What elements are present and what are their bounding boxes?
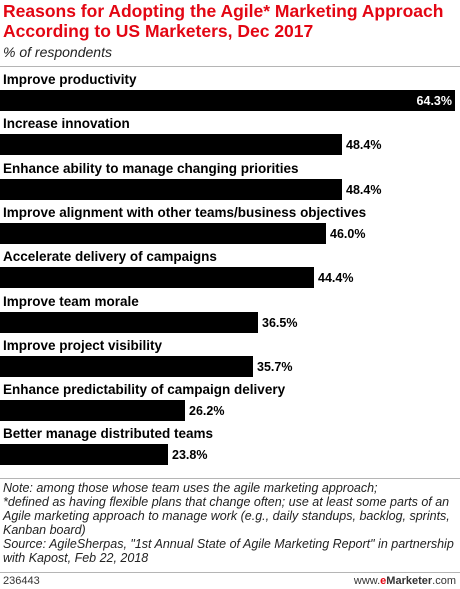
- value-label: 35.7%: [257, 359, 293, 374]
- footer: 236443 www.eMarketer.com: [3, 575, 456, 588]
- value-label: 48.4%: [346, 182, 382, 197]
- bar: [0, 311, 258, 333]
- bar: [0, 178, 342, 200]
- definition-text: *defined as having flexible plans that c…: [3, 495, 450, 537]
- value-label: 64.3%: [416, 94, 452, 108]
- category-label: Enhance ability to manage changing prior…: [3, 160, 299, 176]
- brand-logo: www.eMarketer.com: [354, 575, 456, 587]
- value-label: 23.8%: [172, 448, 208, 463]
- brand-name: Marketer: [386, 575, 433, 587]
- bar: [0, 222, 326, 244]
- category-label: Enhance predictability of campaign deliv…: [3, 382, 286, 398]
- bar: [0, 400, 185, 422]
- note-text: Note: among those whose team uses the ag…: [3, 481, 378, 495]
- value-label: 46.0%: [330, 226, 366, 241]
- category-label: Improve productivity: [3, 72, 137, 87]
- category-label: Improve project visibility: [3, 337, 163, 353]
- notes-divider: [0, 478, 460, 479]
- value-label: 48.4%: [346, 138, 382, 153]
- bar: [0, 267, 314, 289]
- bar: [0, 90, 455, 111]
- chart-title: Reasons for Adopting the Agile* Marketin…: [3, 1, 444, 41]
- value-label: 36.5%: [262, 315, 298, 330]
- top-divider: [0, 66, 460, 67]
- category-label: Increase innovation: [3, 116, 130, 132]
- value-label: 44.4%: [318, 271, 354, 286]
- bar: [0, 134, 342, 156]
- chart-id: 236443: [3, 575, 40, 587]
- value-label: 26.2%: [189, 404, 225, 419]
- footer-divider: [0, 572, 460, 573]
- bar: [0, 444, 168, 466]
- category-label: Better manage distributed teams: [3, 426, 214, 442]
- brand-prefix: www.: [353, 575, 381, 587]
- brand-suffix: .com: [432, 575, 456, 587]
- chart-notes: Note: among those whose team uses the ag…: [3, 481, 458, 565]
- brand-accent: e: [380, 575, 387, 587]
- source-text: Source: AgileSherpas, "1st Annual State …: [3, 537, 454, 565]
- category-label: Accelerate delivery of campaigns: [3, 249, 217, 265]
- bar-chart: Improve productivity 64.3% Increase innova…: [0, 68, 460, 468]
- bar: [0, 355, 253, 377]
- category-label: Improve team morale: [3, 293, 139, 309]
- chart-subtitle: % of respondents: [3, 44, 112, 60]
- category-label: Improve alignment with other teams/busin…: [3, 204, 367, 220]
